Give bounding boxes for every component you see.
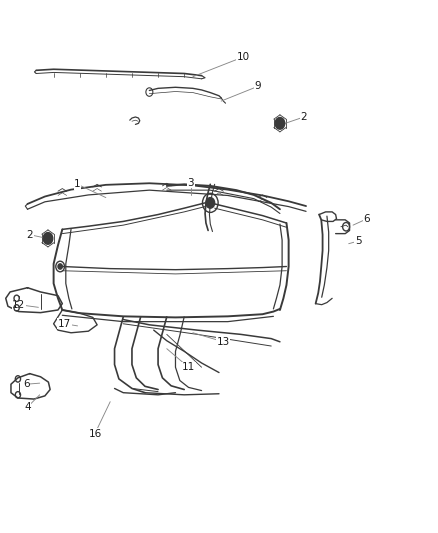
Text: 6: 6 [23, 379, 30, 389]
Circle shape [206, 198, 215, 208]
Text: 17: 17 [58, 319, 71, 329]
Text: 6: 6 [364, 214, 370, 224]
Text: 3: 3 [187, 177, 194, 188]
Text: 2: 2 [26, 230, 33, 240]
Text: 9: 9 [255, 81, 261, 91]
Text: 4: 4 [24, 402, 31, 412]
Circle shape [58, 264, 62, 269]
Text: 10: 10 [237, 52, 250, 62]
Text: 1: 1 [74, 179, 81, 189]
Circle shape [275, 117, 285, 129]
Text: 5: 5 [355, 236, 362, 246]
Text: 13: 13 [217, 337, 230, 347]
Text: 12: 12 [12, 300, 25, 310]
Circle shape [43, 232, 53, 244]
Text: 16: 16 [88, 429, 102, 439]
Text: 2: 2 [300, 112, 307, 122]
Text: 11: 11 [182, 362, 195, 372]
